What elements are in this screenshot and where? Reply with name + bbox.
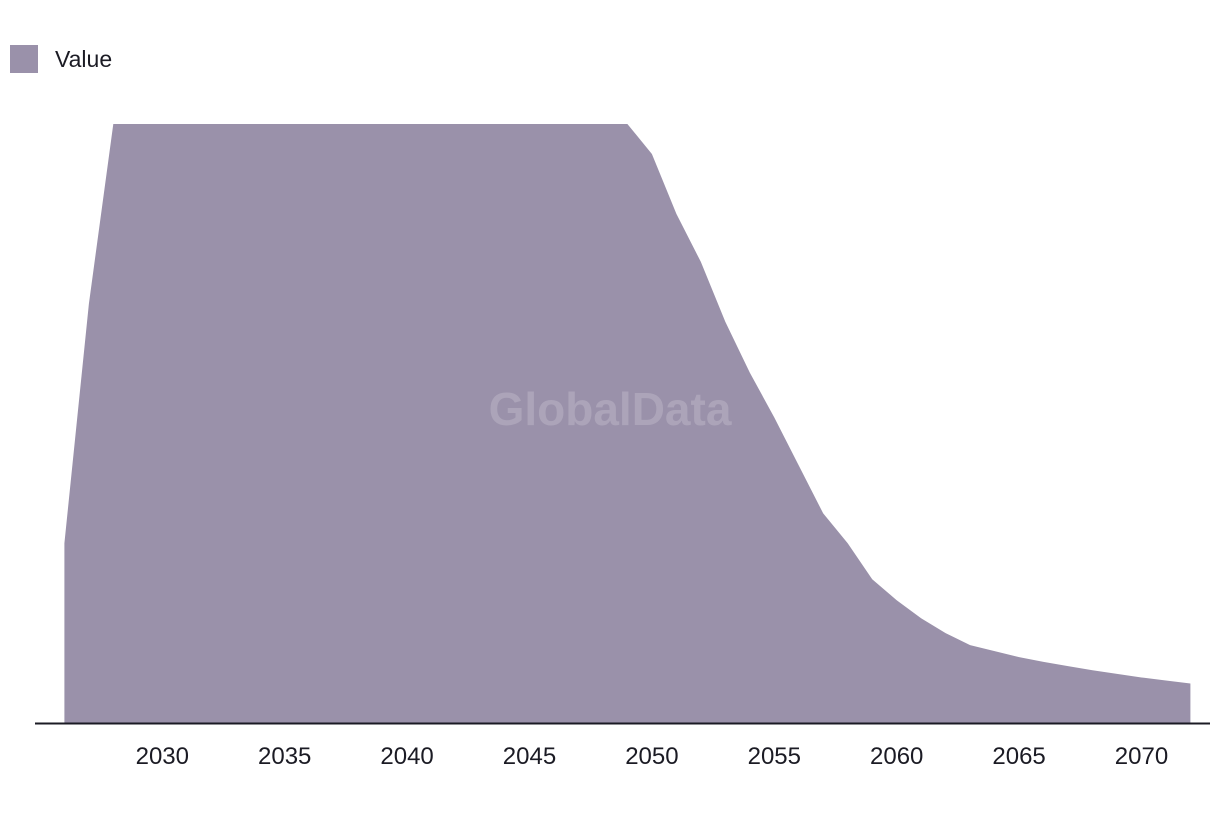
x-tick-label: 2035 xyxy=(258,743,311,770)
x-tick-label: 2050 xyxy=(625,743,678,770)
watermark: GlobalData xyxy=(489,383,732,435)
series-layer xyxy=(64,124,1191,723)
x-tick-label: 2070 xyxy=(1115,743,1168,770)
x-tick-label: 2040 xyxy=(380,743,433,770)
legend: Value xyxy=(10,44,112,74)
legend-label: Value xyxy=(55,45,113,72)
x-tick-label: 2065 xyxy=(992,743,1045,770)
series-area-value xyxy=(64,124,1191,723)
x-tick-label: 2030 xyxy=(136,743,189,770)
x-tick-label: 2045 xyxy=(503,743,556,770)
x-tick-label: 2060 xyxy=(870,743,923,770)
legend-swatch xyxy=(10,45,38,73)
x-tick-label: 2055 xyxy=(748,743,801,770)
x-axis-ticks: 2030 2035 2040 2045 2050 2055 2060 2065 2070 xyxy=(136,743,1169,770)
